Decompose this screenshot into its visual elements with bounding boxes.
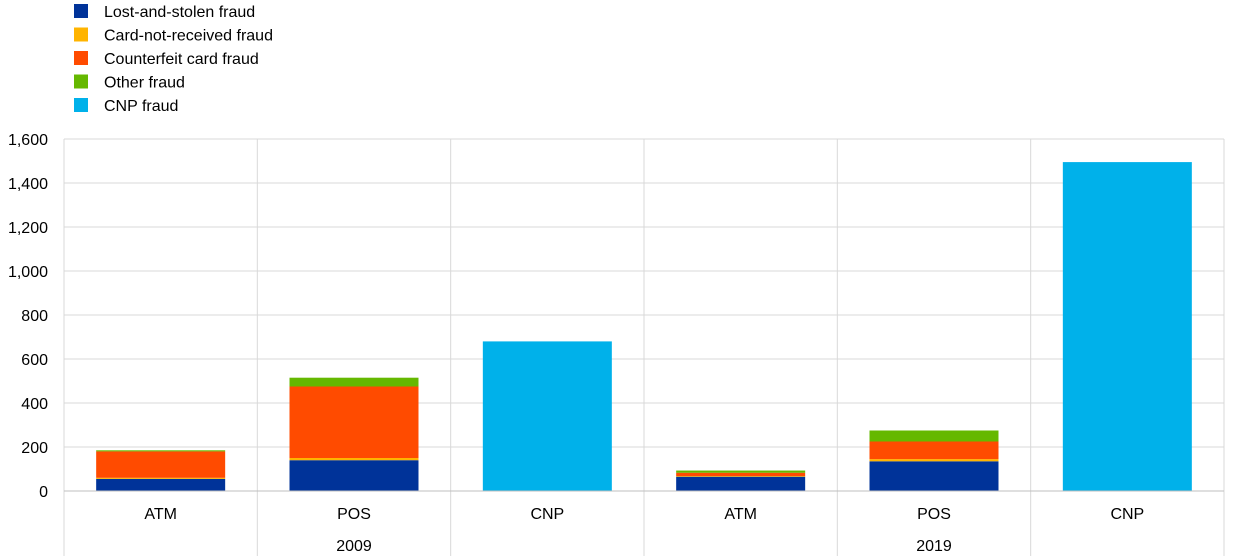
- y-tick-label: 1,600: [8, 132, 48, 149]
- bar-segment-other-fraud: [676, 470, 806, 473]
- bar-segment-other-fraud: [869, 430, 999, 442]
- y-tick-label: 200: [21, 440, 48, 457]
- y-tick-label: 1,000: [8, 264, 48, 281]
- x-axis: ATM POS CNP ATM POS CNP 2009 2019: [64, 490, 1224, 555]
- legend-label: Lost-and-stolen fraud: [104, 4, 255, 21]
- y-tick-label: 0: [39, 484, 48, 501]
- bar-segment-lost-and-stolen-fraud: [676, 476, 806, 491]
- x-tick-label: ATM: [144, 506, 177, 523]
- x-tick-label: POS: [337, 506, 371, 523]
- gridlines: [63, 138, 1225, 556]
- legend-swatch-counterfeit-card-fraud: [74, 51, 88, 65]
- y-tick-label: 1,400: [8, 176, 48, 193]
- bar-segment-card-not-received-fraud: [869, 459, 999, 462]
- legend: Lost-and-stolen fraud Card-not-received f…: [74, 4, 273, 115]
- x-tick-label: CNP: [1110, 506, 1144, 523]
- y-tick-label: 1,200: [8, 220, 48, 237]
- bar-segment-cnp-fraud: [1062, 162, 1192, 491]
- x-tick-label: ATM: [724, 506, 757, 523]
- y-tick-label: 800: [21, 308, 48, 325]
- bar-segment-card-not-received-fraud: [676, 476, 806, 477]
- bar-segment-lost-and-stolen-fraud: [96, 478, 226, 491]
- x-tick-label: POS: [917, 506, 951, 523]
- legend-swatch-card-not-received-fraud: [74, 27, 88, 42]
- bar-segment-counterfeit-card-fraud: [96, 451, 226, 478]
- legend-swatch-other-fraud: [74, 74, 88, 89]
- bars: [96, 162, 1192, 491]
- x-group-label: 2009: [336, 538, 372, 555]
- bar-segment-counterfeit-card-fraud: [869, 441, 999, 460]
- bar-segment-counterfeit-card-fraud: [676, 472, 806, 477]
- bar-segment-other-fraud: [96, 450, 226, 452]
- bar-segment-counterfeit-card-fraud: [289, 386, 419, 458]
- y-tick-label: 600: [21, 352, 48, 369]
- legend-label: Counterfeit card fraud: [104, 51, 259, 68]
- x-tick-label: CNP: [530, 506, 564, 523]
- bar-segment-cnp-fraud: [482, 341, 612, 491]
- legend-label: CNP fraud: [104, 98, 178, 115]
- legend-swatch-lost-and-stolen-fraud: [74, 4, 88, 18]
- bar-segment-other-fraud: [289, 377, 419, 387]
- legend-label: Other fraud: [104, 75, 185, 92]
- x-group-label: 2019: [916, 538, 952, 555]
- bar-segment-lost-and-stolen-fraud: [869, 461, 999, 491]
- legend-label: Card-not-received fraud: [104, 28, 273, 45]
- bar-segment-card-not-received-fraud: [96, 477, 226, 479]
- y-axis-tick-labels: 0 200 400 600 800 1,000 1,200 1,400 1,600: [8, 132, 48, 501]
- y-tick-label: 400: [21, 396, 48, 413]
- bar-segment-lost-and-stolen-fraud: [289, 460, 419, 491]
- bar-segment-card-not-received-fraud: [289, 458, 419, 461]
- legend-swatch-cnp-fraud: [74, 98, 88, 112]
